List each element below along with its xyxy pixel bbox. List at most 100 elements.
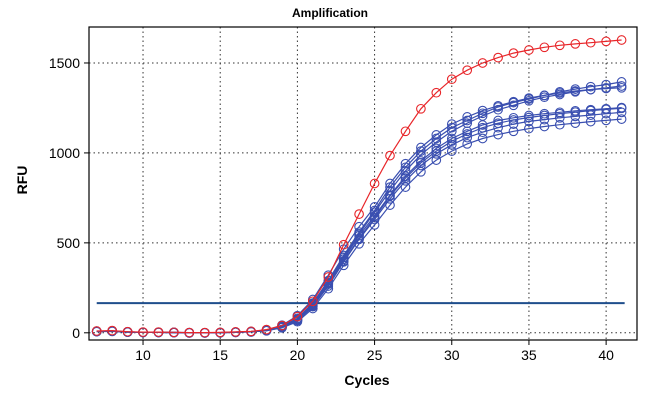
data-point xyxy=(477,122,488,133)
x-axis-label: Cycles xyxy=(344,372,389,388)
data-point xyxy=(261,324,272,335)
data-point xyxy=(138,327,148,337)
data-point xyxy=(508,126,519,137)
x-tick-label: 40 xyxy=(598,347,614,363)
data-point xyxy=(524,95,534,106)
data-point xyxy=(199,327,210,338)
data-point xyxy=(369,202,380,212)
data-point xyxy=(554,108,565,119)
data-point xyxy=(462,112,473,122)
y-tick-label: 1000 xyxy=(49,145,80,161)
data-point xyxy=(539,121,550,132)
data-point xyxy=(400,166,411,176)
series-group xyxy=(91,35,627,338)
data-point xyxy=(508,115,519,125)
data-point xyxy=(369,212,380,223)
data-point xyxy=(431,87,442,98)
data-point xyxy=(354,221,364,232)
data-point xyxy=(385,150,395,161)
data-point xyxy=(369,220,380,230)
data-point xyxy=(477,133,488,144)
x-tick-label: 25 xyxy=(367,347,383,363)
data-point xyxy=(385,193,395,204)
data-point xyxy=(338,239,349,250)
data-point xyxy=(462,129,473,139)
data-point xyxy=(400,158,411,169)
data-point xyxy=(354,209,364,219)
data-point xyxy=(230,327,241,337)
data-point xyxy=(601,104,611,115)
series-2 xyxy=(91,77,627,338)
data-point xyxy=(400,126,411,137)
x-tick-label: 30 xyxy=(444,347,460,363)
series-line xyxy=(96,39,622,334)
data-point xyxy=(539,42,550,53)
data-point xyxy=(493,100,503,111)
data-point xyxy=(570,118,581,128)
data-point xyxy=(122,326,133,337)
data-point xyxy=(524,45,534,55)
plot-frame xyxy=(88,26,638,341)
data-point xyxy=(539,110,550,121)
data-point xyxy=(585,116,596,127)
data-point xyxy=(462,139,473,149)
y-tick-label: 500 xyxy=(57,235,81,251)
data-point xyxy=(477,120,488,130)
data-point xyxy=(446,146,457,156)
data-point xyxy=(446,74,457,85)
data-point xyxy=(431,146,442,156)
y-tick-label: 1500 xyxy=(49,55,80,71)
data-point xyxy=(246,326,256,337)
data-point xyxy=(493,118,503,129)
data-point xyxy=(462,132,473,143)
x-tick-label: 15 xyxy=(212,347,228,363)
data-point xyxy=(446,126,457,137)
y-axis-label: RFU xyxy=(14,166,30,195)
data-point xyxy=(307,296,318,307)
data-point xyxy=(601,83,611,94)
data-point xyxy=(585,37,596,48)
data-point xyxy=(616,82,627,93)
plot-area: 10 15 20 25 30 35 40 0 500 1000 1500 xyxy=(49,26,638,363)
data-point xyxy=(524,112,534,123)
data-point xyxy=(570,107,581,117)
data-point xyxy=(292,311,303,322)
data-point xyxy=(369,178,380,189)
series-1 xyxy=(91,35,627,338)
data-point xyxy=(508,96,519,107)
x-tick-label: 20 xyxy=(290,347,306,363)
data-point xyxy=(385,191,395,201)
data-point xyxy=(493,52,503,63)
data-point xyxy=(493,129,503,140)
data-point xyxy=(508,48,519,58)
data-point xyxy=(400,175,411,186)
data-point xyxy=(462,115,473,126)
data-point xyxy=(524,93,534,103)
data-point xyxy=(477,105,488,116)
data-point xyxy=(400,173,411,183)
data-point xyxy=(585,84,596,95)
x-tick-label: 35 xyxy=(521,347,537,363)
data-point xyxy=(354,233,364,244)
y-tick-label: 0 xyxy=(72,325,80,341)
data-point xyxy=(601,36,611,47)
data-point xyxy=(616,35,627,45)
chart-title: Amplification xyxy=(292,6,368,20)
data-point xyxy=(570,39,581,49)
data-point xyxy=(554,119,565,130)
series-line xyxy=(96,107,622,334)
data-point xyxy=(215,327,226,338)
data-point xyxy=(91,326,102,336)
data-point xyxy=(493,115,503,126)
data-point xyxy=(184,327,195,338)
data-point xyxy=(539,90,550,101)
data-point xyxy=(616,107,627,118)
data-point xyxy=(477,58,488,68)
data-point xyxy=(477,108,488,119)
x-tick-label: 10 xyxy=(135,347,151,363)
data-point xyxy=(570,86,581,96)
data-point xyxy=(524,123,534,134)
data-point xyxy=(323,272,334,282)
data-point xyxy=(554,88,565,98)
